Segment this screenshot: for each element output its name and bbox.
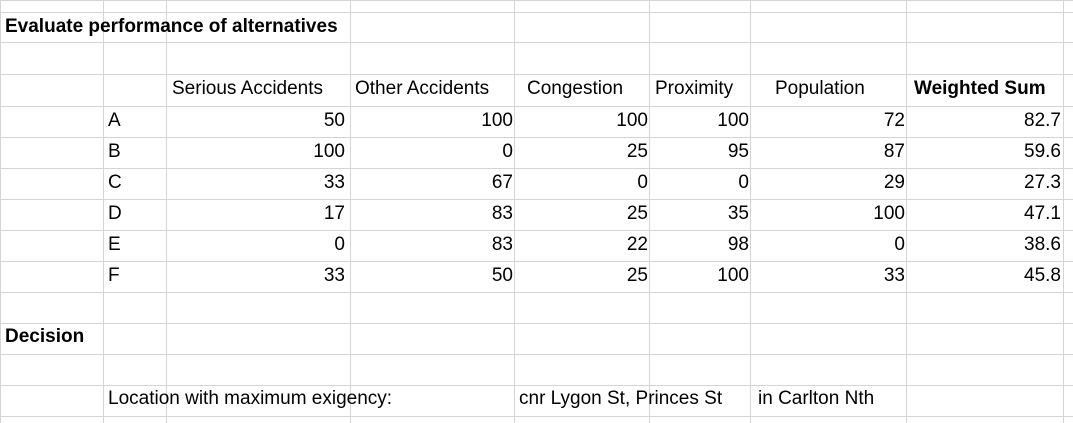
- column-header[interactable]: Other Accidents: [355, 78, 490, 99]
- column-header[interactable]: Weighted Sum: [914, 78, 1046, 99]
- column-gridline: [1063, 0, 1064, 423]
- row-label-cell[interactable]: E: [108, 234, 121, 255]
- value-cell[interactable]: 0: [637, 172, 648, 193]
- row-gridline: [0, 74, 1073, 75]
- weighted-sum-cell[interactable]: 59.6: [1024, 141, 1061, 162]
- weighted-sum-cell[interactable]: 27.3: [1024, 172, 1061, 193]
- max-location-suffix[interactable]: in Carlton Nth: [758, 388, 875, 409]
- value-cell[interactable]: 100: [313, 141, 345, 162]
- weighted-sum-cell[interactable]: 38.6: [1024, 234, 1061, 255]
- value-cell[interactable]: 22: [626, 234, 648, 255]
- row-label-cell[interactable]: D: [108, 203, 122, 224]
- row-gridline: [0, 292, 1073, 293]
- column-header[interactable]: Serious Accidents: [172, 78, 324, 99]
- column-gridline: [0, 0, 1, 423]
- row-label-cell[interactable]: B: [108, 141, 121, 162]
- value-cell[interactable]: 100: [873, 203, 905, 224]
- value-cell[interactable]: 25: [626, 141, 648, 162]
- sheet-title[interactable]: Evaluate performance of alternatives: [5, 16, 338, 37]
- value-cell[interactable]: 0: [502, 141, 513, 162]
- row-gridline: [0, 354, 1073, 355]
- column-gridline: [514, 0, 515, 423]
- max-location-label[interactable]: Location with maximum exigency:: [108, 388, 393, 409]
- value-cell[interactable]: 50: [491, 265, 513, 286]
- value-cell[interactable]: 95: [727, 141, 749, 162]
- value-cell[interactable]: 0: [334, 234, 345, 255]
- row-gridline: [0, 199, 1073, 200]
- value-cell[interactable]: 83: [491, 234, 513, 255]
- weighted-sum-cell[interactable]: 45.8: [1024, 265, 1061, 286]
- row-label-cell[interactable]: F: [108, 265, 120, 286]
- value-cell[interactable]: 33: [883, 265, 905, 286]
- value-cell[interactable]: 50: [323, 110, 345, 131]
- value-cell[interactable]: 25: [626, 265, 648, 286]
- value-cell[interactable]: 83: [491, 203, 513, 224]
- value-cell[interactable]: 100: [717, 265, 749, 286]
- row-gridline: [0, 42, 1073, 43]
- value-cell[interactable]: 98: [727, 234, 749, 255]
- value-cell[interactable]: 0: [738, 172, 749, 193]
- row-gridline: [0, 0, 1073, 1]
- column-gridline: [350, 0, 351, 423]
- column-header[interactable]: Proximity: [655, 78, 734, 99]
- value-cell[interactable]: 67: [491, 172, 513, 193]
- value-cell[interactable]: 100: [481, 110, 513, 131]
- row-gridline: [0, 385, 1073, 386]
- value-cell[interactable]: 0: [894, 234, 905, 255]
- row-gridline: [0, 416, 1073, 417]
- value-cell[interactable]: 100: [717, 110, 749, 131]
- max-location-value[interactable]: cnr Lygon St, Princes St: [519, 388, 723, 409]
- column-gridline: [750, 0, 751, 423]
- column-gridline: [103, 0, 104, 423]
- column-header[interactable]: Population: [775, 78, 865, 99]
- column-gridline: [906, 0, 907, 423]
- value-cell[interactable]: 72: [883, 110, 905, 131]
- row-gridline: [0, 230, 1073, 231]
- column-gridline: [166, 0, 167, 423]
- value-cell[interactable]: 33: [323, 265, 345, 286]
- column-header[interactable]: Congestion: [527, 78, 624, 99]
- row-gridline: [0, 168, 1073, 169]
- value-cell[interactable]: 17: [323, 203, 345, 224]
- weighted-sum-cell[interactable]: 82.7: [1024, 110, 1061, 131]
- value-cell[interactable]: 87: [883, 141, 905, 162]
- value-cell[interactable]: 100: [616, 110, 648, 131]
- value-cell[interactable]: 35: [727, 203, 749, 224]
- row-gridline: [0, 137, 1073, 138]
- row-label-cell[interactable]: C: [108, 172, 122, 193]
- row-gridline: [0, 106, 1073, 107]
- value-cell[interactable]: 33: [323, 172, 345, 193]
- column-gridline: [649, 0, 650, 423]
- row-label-cell[interactable]: A: [108, 110, 121, 131]
- value-cell[interactable]: 29: [883, 172, 905, 193]
- row-gridline: [0, 261, 1073, 262]
- row-gridline: [0, 12, 1073, 13]
- decision-label[interactable]: Decision: [5, 326, 85, 347]
- value-cell[interactable]: 25: [626, 203, 648, 224]
- row-gridline: [0, 323, 1073, 324]
- weighted-sum-cell[interactable]: 47.1: [1024, 203, 1061, 224]
